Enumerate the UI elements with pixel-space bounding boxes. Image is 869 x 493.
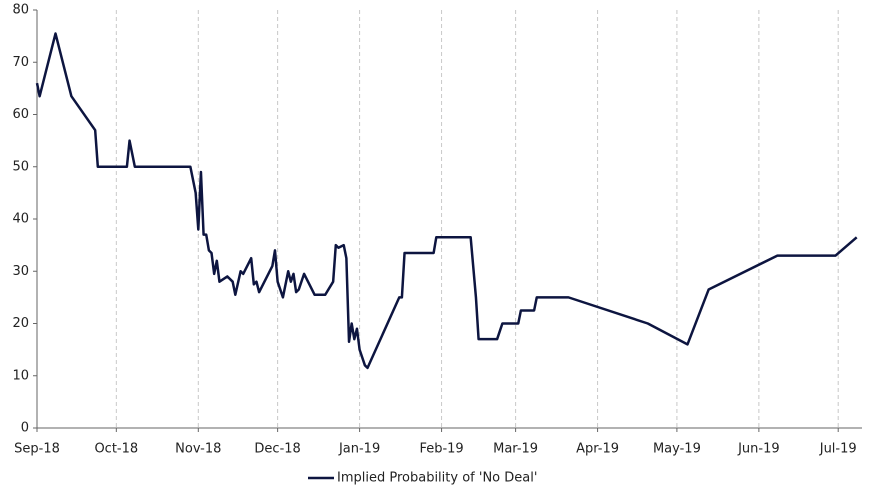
x-tick-label: Dec-18 — [254, 442, 300, 457]
y-tick-label: 80 — [12, 3, 29, 18]
x-tick-label: Sep-18 — [14, 442, 60, 457]
x-tick-label: Jan-19 — [338, 442, 380, 457]
y-tick-label: 10 — [12, 368, 29, 383]
x-tick-label: Feb-19 — [419, 442, 463, 457]
y-tick-label: 0 — [21, 421, 29, 436]
x-tick-label: Oct-18 — [94, 442, 138, 457]
data-line — [35, 32, 858, 370]
legend-label: Implied Probability of 'No Deal' — [337, 471, 537, 486]
y-tick-label: 60 — [12, 107, 29, 122]
x-tick-label: Jun-19 — [737, 442, 780, 457]
x-tick-label: Nov-18 — [175, 442, 221, 457]
x-tick-label: Jul-19 — [819, 442, 857, 457]
y-tick-label: 70 — [12, 55, 29, 70]
y-tick-label: 50 — [12, 159, 29, 174]
y-tick-label: 30 — [12, 264, 29, 279]
y-tick-label: 40 — [12, 212, 29, 227]
x-tick-label: Apr-19 — [576, 442, 619, 457]
x-tick-label: May-19 — [653, 442, 701, 457]
y-tick-label: 20 — [12, 316, 29, 331]
x-tick-label: Mar-19 — [493, 442, 538, 457]
